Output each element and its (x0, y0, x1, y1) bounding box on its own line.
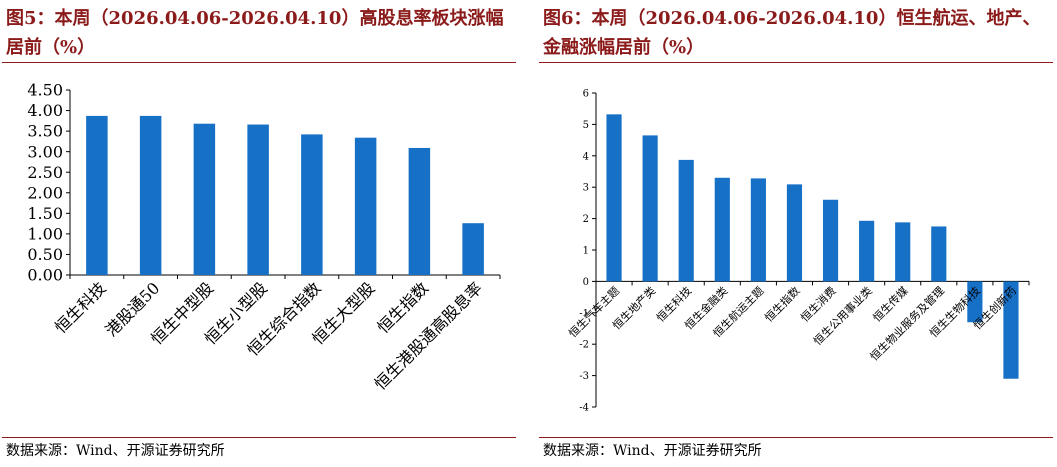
y-tick-label: 1.50 (27, 204, 63, 223)
y-tick-label: 0.50 (27, 245, 63, 264)
bar (931, 226, 947, 282)
y-tick-label: -2 (579, 340, 589, 351)
y-tick-label: 4.50 (27, 81, 63, 100)
bar (408, 147, 431, 275)
y-tick-label: 2 (583, 214, 589, 225)
right-title-rule (539, 62, 1053, 63)
left-footer-rule (2, 437, 516, 438)
y-tick-label: 4.00 (27, 101, 63, 120)
right-bar-chart: -4-3-2-10123456恒生汽车主题恒生地产类恒生科技恒生金融类恒生航运主… (566, 89, 1030, 414)
left-bar-chart: 0.00 0.50 1.001.50 2.002.50 3.003.50 4.004.50… (27, 81, 501, 394)
bar (86, 115, 108, 276)
bar (1003, 281, 1019, 379)
y-tick-label: -3 (579, 371, 589, 382)
left-figure-panel: 图5：本周（2026.04.06-2026.04.10）高股息率板块涨幅居前（%… (0, 0, 520, 467)
bar (714, 177, 730, 282)
right-figure-title: 图6：本周（2026.04.06-2026.04.10）恒生航运、地产、金融涨幅… (543, 8, 1041, 58)
bar (859, 220, 875, 282)
left-figure-title: 图5：本周（2026.04.06-2026.04.10）高股息率板块涨幅居前（%… (6, 8, 504, 58)
bar (193, 123, 216, 275)
bar (139, 115, 162, 276)
bar (750, 178, 766, 282)
y-tick-label: 0 (583, 277, 589, 288)
bar (354, 137, 377, 275)
y-tick-label: -4 (579, 403, 589, 414)
y-tick-label: 3 (583, 183, 589, 194)
category-label: 恒生指数 (762, 284, 803, 325)
left-source-note: 数据来源：Wind、开源证券研究所 (6, 443, 225, 459)
category-label: 恒生科技 (51, 278, 110, 337)
right-footer-rule (539, 437, 1053, 438)
y-tick-label: 4 (583, 151, 589, 162)
bar (642, 135, 658, 282)
y-tick-label: 5 (583, 120, 589, 131)
bar (606, 114, 622, 282)
y-tick-label: 3.50 (27, 122, 63, 141)
bar (967, 281, 983, 323)
bar (786, 184, 803, 282)
bar (895, 222, 911, 282)
y-tick-label: 0.00 (27, 266, 63, 285)
bar (247, 124, 269, 276)
right-figure-panel: 图6：本周（2026.04.06-2026.04.10）恒生航运、地产、金融涨幅… (537, 0, 1057, 467)
bar (822, 199, 839, 282)
y-tick-label: 1.00 (27, 224, 63, 243)
y-tick-label: 1 (583, 246, 589, 257)
bar (301, 134, 323, 275)
bar (462, 223, 484, 275)
category-label: 恒生汽车主题 (566, 284, 623, 341)
y-tick-label: 6 (583, 89, 589, 100)
y-tick-label: 2.50 (27, 163, 63, 182)
y-tick-label: -1 (579, 308, 589, 319)
left-title-rule (2, 62, 516, 63)
right-source-note: 数据来源：Wind、开源证券研究所 (543, 443, 762, 459)
y-tick-label: 2.00 (27, 183, 63, 202)
y-tick-label: 3.00 (27, 142, 63, 161)
bar (678, 159, 694, 282)
